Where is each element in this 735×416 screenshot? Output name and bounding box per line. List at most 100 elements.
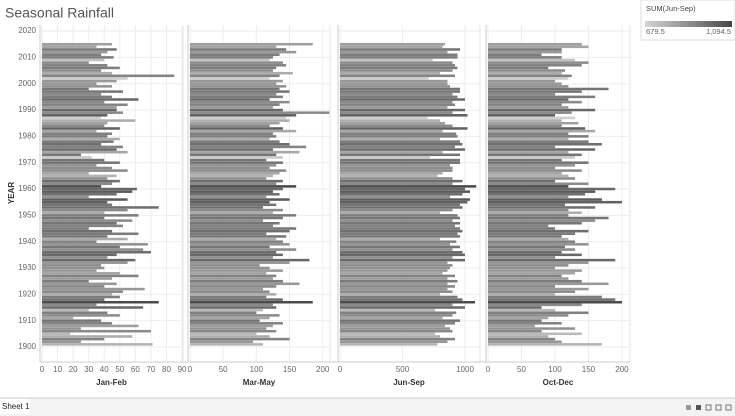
bar — [42, 153, 81, 157]
bar — [340, 329, 453, 333]
bar — [42, 311, 108, 315]
bar — [189, 329, 277, 333]
bar — [488, 129, 596, 133]
bar — [340, 100, 453, 104]
bar — [42, 322, 113, 325]
bar — [42, 229, 113, 233]
bar — [42, 190, 133, 193]
bar — [340, 261, 448, 265]
icon[interactable] — [715, 404, 722, 411]
bar — [488, 277, 569, 280]
bar — [189, 206, 263, 209]
bar — [488, 53, 542, 57]
bar — [340, 287, 448, 291]
x-tick-label: 30 — [84, 365, 93, 374]
chart-title: Seasonal Rainfall — [5, 5, 114, 21]
bar — [488, 106, 569, 109]
bar — [340, 227, 460, 230]
icon[interactable] — [725, 404, 732, 411]
sheet-tab[interactable] — [0, 399, 30, 414]
bar — [42, 261, 128, 265]
bar — [340, 300, 475, 304]
bar — [488, 206, 596, 209]
bar — [340, 343, 438, 346]
icon[interactable] — [686, 405, 691, 410]
bar — [340, 258, 465, 262]
bar — [42, 114, 108, 117]
bar — [340, 92, 453, 96]
x-tick-label: 200 — [316, 365, 330, 374]
y-tick-label: 1940 — [18, 237, 36, 246]
bar — [340, 298, 463, 301]
bar — [340, 340, 448, 343]
bar — [488, 187, 616, 191]
bar — [488, 42, 582, 46]
bar — [488, 135, 589, 138]
y-tick-label: 1930 — [18, 263, 36, 272]
bar — [42, 182, 113, 186]
bar — [42, 343, 153, 346]
bar — [189, 56, 273, 59]
bar — [340, 121, 445, 125]
bar — [42, 237, 128, 241]
bar — [189, 243, 290, 246]
bar — [488, 329, 542, 333]
bar — [42, 129, 97, 133]
y-tick-label: 1920 — [18, 289, 36, 298]
bar — [42, 274, 139, 278]
bar — [189, 190, 273, 193]
bar — [340, 135, 458, 138]
bar — [42, 285, 105, 288]
bar — [340, 279, 458, 283]
bar — [189, 79, 283, 83]
bar — [189, 114, 297, 117]
bar — [340, 214, 458, 217]
bar — [340, 253, 465, 257]
bar — [340, 206, 463, 209]
bar — [488, 314, 569, 317]
bar — [340, 232, 458, 236]
icon[interactable] — [705, 404, 712, 411]
bar — [42, 185, 102, 188]
bar — [488, 232, 576, 236]
bar — [189, 235, 287, 238]
bar — [340, 169, 453, 172]
y-tick-label: 1950 — [18, 210, 36, 219]
bar — [340, 50, 448, 54]
bar — [42, 106, 117, 109]
bar — [340, 61, 453, 64]
sheet-tab-label[interactable]: Sheet 1 — [2, 402, 30, 411]
bar — [340, 314, 453, 317]
bar — [488, 92, 555, 96]
bar — [488, 264, 569, 267]
bar — [340, 337, 455, 341]
bar — [340, 272, 443, 275]
bar — [189, 195, 267, 199]
bar — [189, 216, 283, 220]
bar — [42, 74, 175, 78]
bar — [42, 200, 108, 204]
x-tick-label: 100 — [250, 365, 264, 374]
bar — [340, 111, 453, 114]
bar — [488, 64, 582, 67]
bar — [42, 61, 89, 64]
bar — [42, 324, 139, 328]
bar — [340, 200, 468, 204]
bar — [488, 253, 582, 257]
bar — [189, 221, 280, 225]
bar — [340, 82, 448, 85]
bar — [189, 314, 280, 317]
icon[interactable] — [696, 405, 701, 410]
bar — [189, 308, 263, 312]
bar — [189, 166, 270, 170]
bar — [340, 187, 465, 191]
bar — [189, 208, 283, 212]
bar — [340, 182, 453, 186]
bar — [42, 127, 120, 130]
bar — [488, 216, 609, 220]
bar — [189, 98, 270, 101]
bar — [488, 248, 576, 251]
bar — [488, 203, 566, 207]
bar — [488, 235, 562, 238]
